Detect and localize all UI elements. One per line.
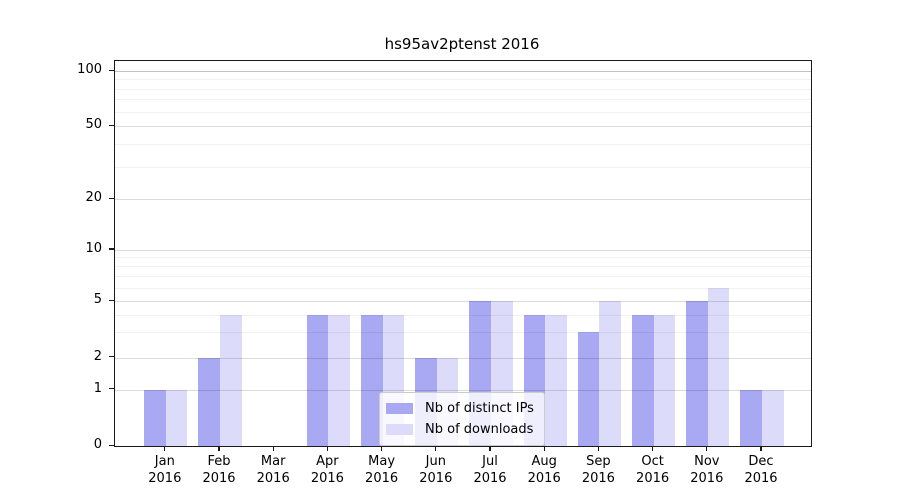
y-tick-label: 0 bbox=[93, 437, 102, 452]
minor-gridline bbox=[115, 257, 811, 259]
x-tick-label: Aug 2016 bbox=[527, 454, 561, 486]
minor-gridline bbox=[115, 314, 811, 316]
x-tick-label: Jun 2016 bbox=[419, 454, 453, 486]
major-gridline bbox=[115, 249, 811, 251]
y-axis-tick bbox=[109, 248, 114, 250]
bar-downloads bbox=[545, 314, 567, 446]
x-axis-tick bbox=[164, 446, 166, 451]
x-tick-label: Apr 2016 bbox=[310, 454, 344, 486]
x-tick-label: Oct 2016 bbox=[636, 454, 670, 486]
x-axis-tick bbox=[435, 446, 437, 451]
x-tick-label: Nov 2016 bbox=[690, 454, 724, 486]
legend-swatch-downloads bbox=[386, 424, 413, 435]
legend-item-distinct-ips: Nb of distinct IPs bbox=[386, 398, 534, 419]
x-tick-label: Mar 2016 bbox=[256, 454, 290, 486]
legend-label-distinct-ips: Nb of distinct IPs bbox=[425, 401, 534, 416]
minor-gridline bbox=[115, 276, 811, 278]
y-axis-tick bbox=[109, 356, 114, 358]
y-tick-label: 10 bbox=[85, 240, 102, 256]
y-axis-tick bbox=[109, 444, 114, 446]
bar-distinct-ips bbox=[198, 357, 220, 446]
y-tick-label: 20 bbox=[85, 190, 102, 205]
x-axis-tick bbox=[218, 446, 220, 451]
bar-distinct-ips bbox=[144, 389, 166, 446]
legend-swatch-distinct-ips bbox=[386, 403, 413, 414]
minor-gridline bbox=[115, 287, 811, 289]
bar-downloads bbox=[653, 314, 676, 446]
x-axis-tick bbox=[326, 446, 329, 451]
major-gridline bbox=[115, 71, 811, 72]
minor-gridline bbox=[115, 88, 811, 90]
legend-item-downloads: Nb of downloads bbox=[386, 419, 534, 440]
y-axis-tick bbox=[109, 69, 114, 71]
y-tick-label: 2 bbox=[93, 348, 102, 364]
x-tick-label: May 2016 bbox=[365, 454, 399, 486]
x-tick-label: Jul 2016 bbox=[473, 454, 507, 486]
bar-distinct-ips bbox=[740, 389, 762, 446]
bar-downloads bbox=[328, 314, 351, 446]
y-tick-label: 100 bbox=[77, 62, 102, 77]
legend-label-downloads: Nb of downloads bbox=[425, 422, 534, 437]
bar-distinct-ips bbox=[577, 332, 600, 446]
bar-downloads bbox=[165, 389, 188, 446]
major-gridline bbox=[115, 126, 811, 128]
x-tick-label: Dec 2016 bbox=[744, 454, 778, 486]
bar-distinct-ips bbox=[631, 314, 654, 446]
minor-gridline bbox=[115, 99, 811, 101]
y-tick-label: 50 bbox=[85, 117, 102, 133]
y-axis-tick bbox=[109, 197, 114, 199]
x-axis-tick bbox=[272, 446, 274, 451]
minor-gridline bbox=[115, 332, 811, 334]
minor-gridline bbox=[115, 166, 811, 168]
bar-downloads bbox=[599, 301, 622, 446]
x-axis-tick bbox=[597, 446, 600, 451]
major-gridline bbox=[115, 199, 811, 200]
x-axis-tick bbox=[489, 446, 491, 451]
bar-distinct-ips bbox=[306, 314, 329, 446]
plot-area: Nb of distinct IPs Nb of downloads bbox=[114, 60, 812, 447]
x-axis-tick bbox=[651, 446, 654, 451]
bar-downloads bbox=[762, 389, 784, 446]
minor-gridline bbox=[115, 266, 811, 268]
bar-distinct-ips bbox=[686, 301, 708, 446]
bar-distinct-ips bbox=[360, 314, 383, 446]
x-tick-label: Sep 2016 bbox=[581, 454, 615, 486]
minor-gridline bbox=[115, 144, 811, 145]
x-axis-tick bbox=[380, 446, 383, 451]
x-tick-label: Feb 2016 bbox=[202, 454, 236, 486]
legend: Nb of distinct IPs Nb of downloads bbox=[379, 392, 545, 446]
y-axis-tick bbox=[109, 388, 114, 390]
major-gridline bbox=[115, 357, 811, 359]
bar-downloads bbox=[220, 314, 242, 446]
minor-gridline bbox=[115, 111, 811, 113]
major-gridline bbox=[115, 389, 811, 391]
y-tick-label: 5 bbox=[93, 292, 102, 307]
y-axis-tick bbox=[109, 124, 114, 127]
y-tick-label: 1 bbox=[93, 380, 102, 396]
x-tick-label: Jan 2016 bbox=[148, 454, 182, 486]
major-gridline bbox=[115, 301, 811, 302]
y-axis-tick bbox=[109, 299, 114, 301]
bar-downloads bbox=[707, 287, 730, 446]
x-axis-tick bbox=[706, 446, 708, 451]
x-axis-tick bbox=[760, 446, 762, 451]
x-axis-tick bbox=[543, 446, 545, 451]
chart-title: hs95av2ptenst 2016 bbox=[384, 35, 540, 53]
minor-gridline bbox=[115, 79, 811, 81]
